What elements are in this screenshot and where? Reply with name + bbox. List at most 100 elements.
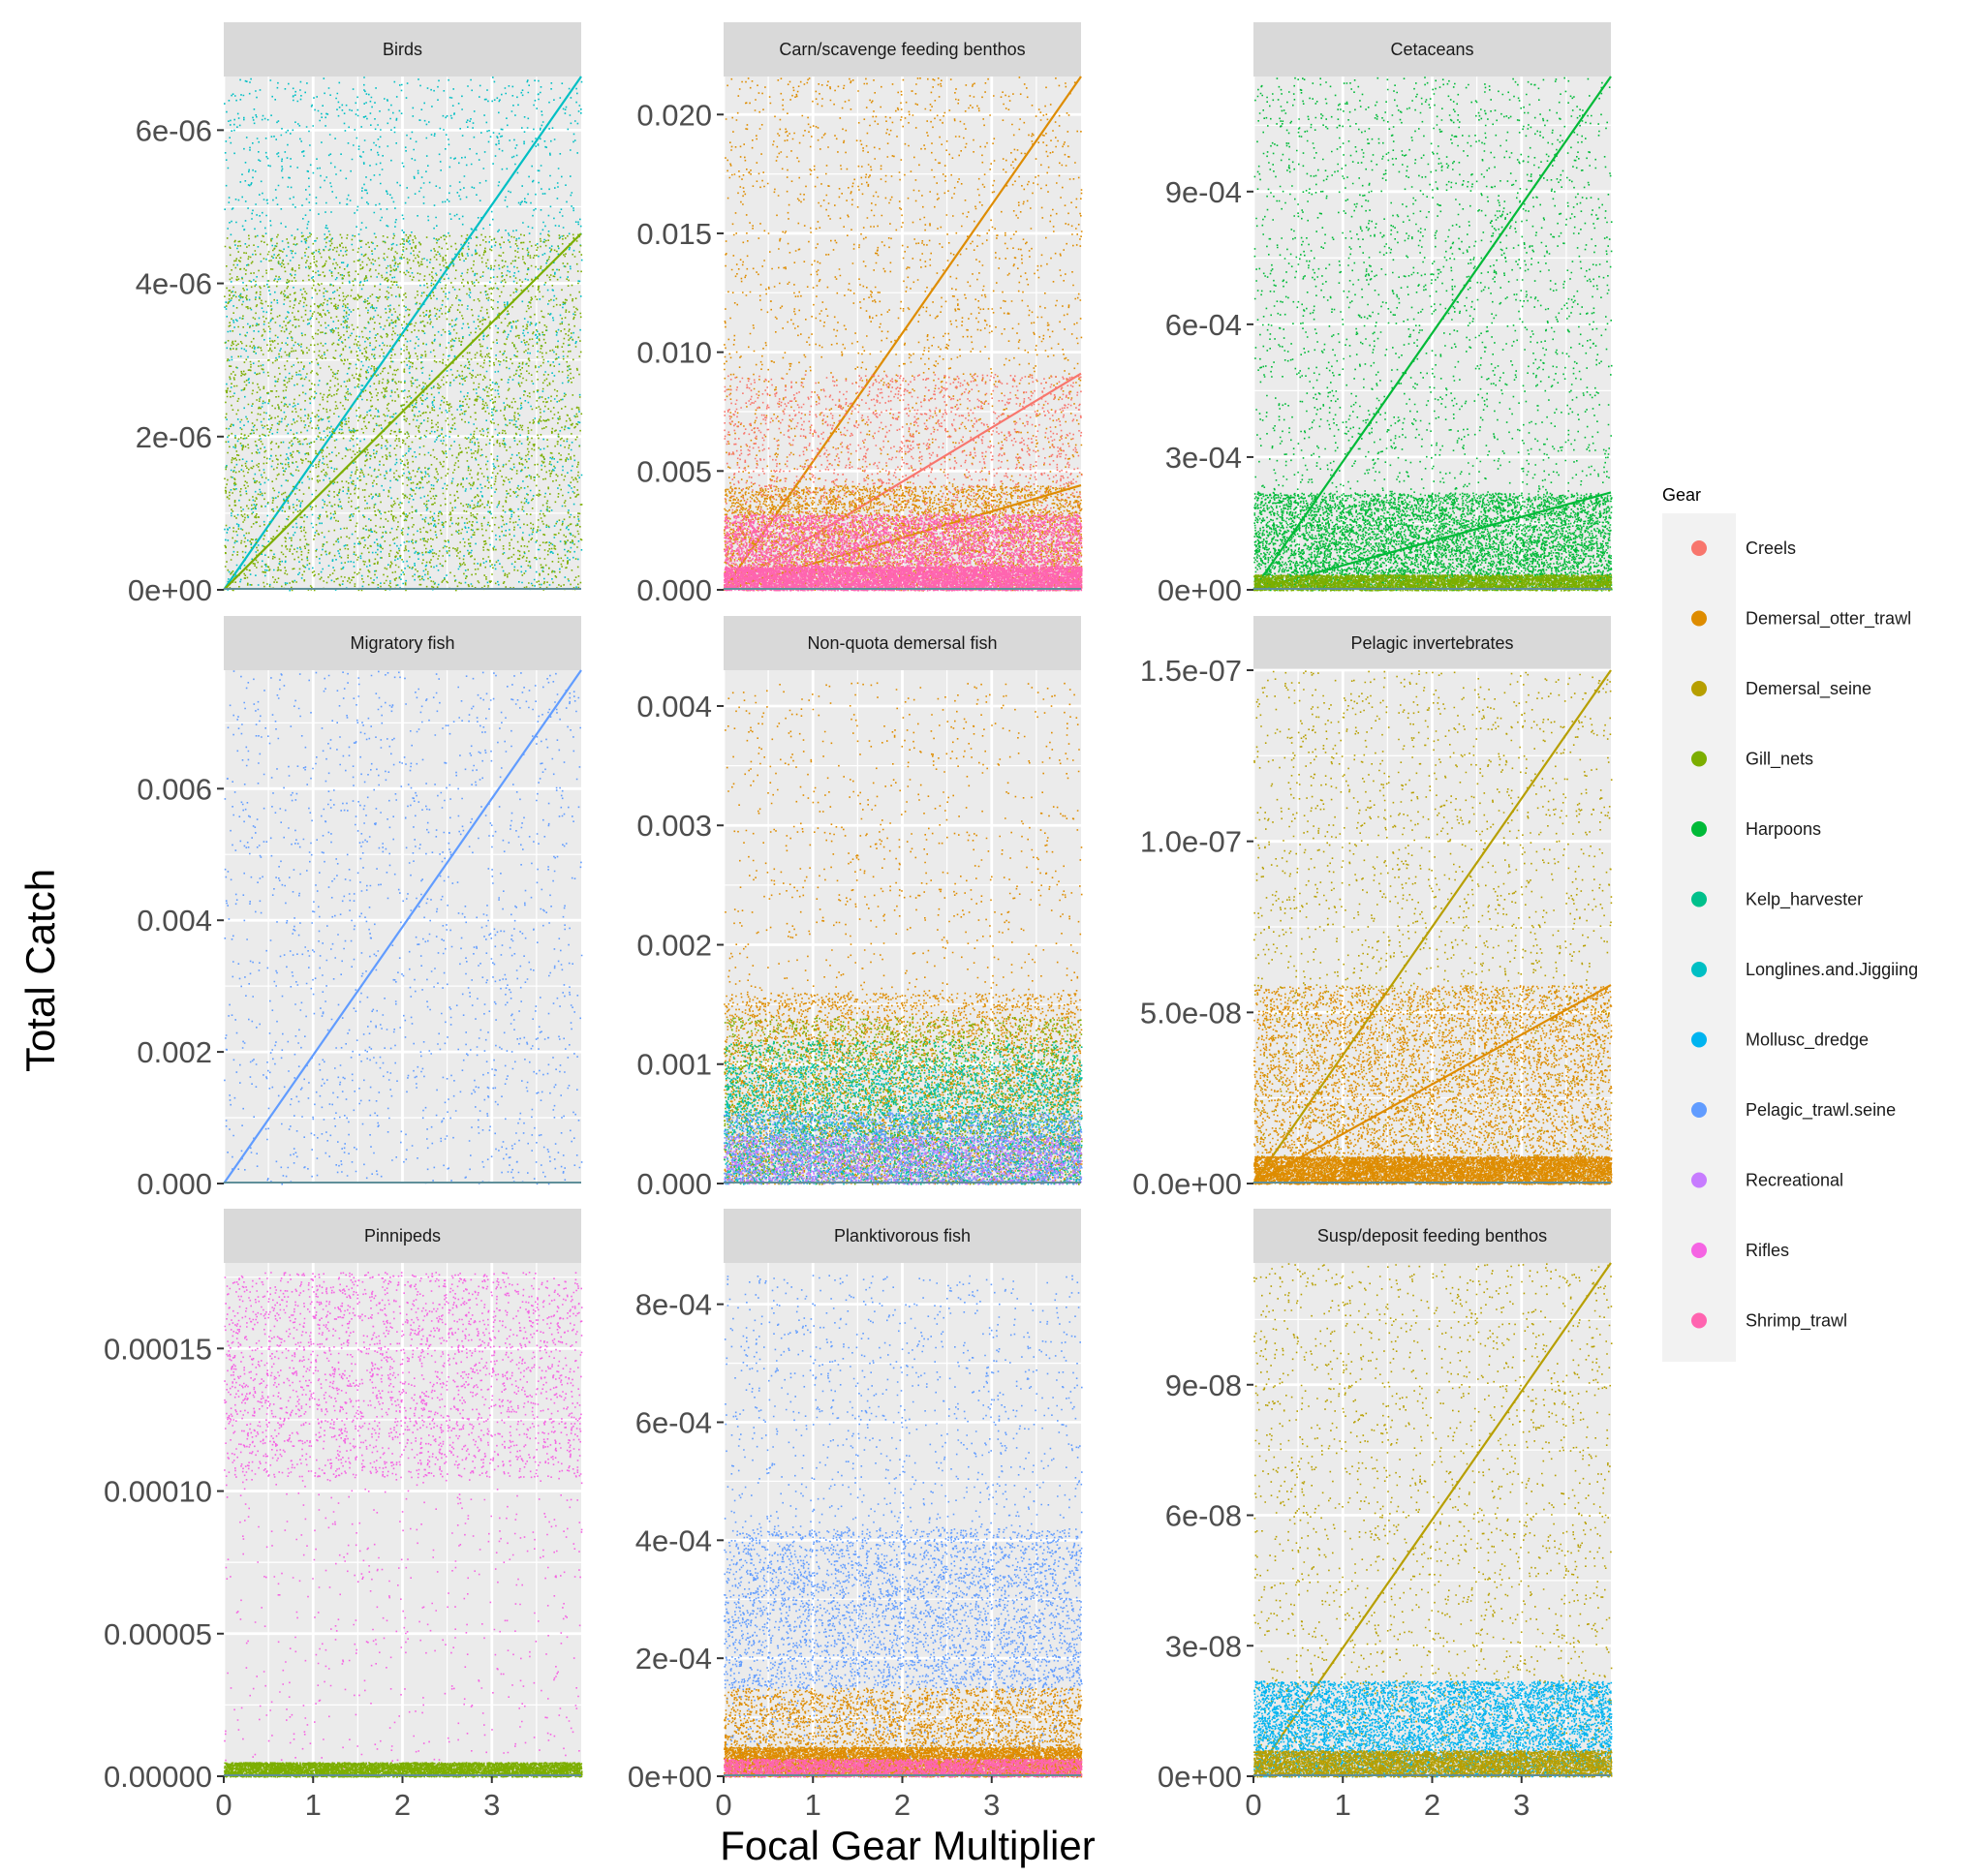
y-tick-label: 5.0e-08: [1140, 996, 1242, 1030]
y-tick-label: 0.010: [636, 336, 712, 370]
y-tick-label: 4e-06: [136, 267, 212, 301]
scatter-cloud-demersal-otter-trawl: [724, 77, 1083, 592]
legend-label: Mollusc_dredge: [1746, 1030, 1869, 1051]
scatter-cloud-demersal-otter-trawl: [724, 1687, 1083, 1778]
y-tick-label: 6e-06: [136, 113, 212, 147]
y-tick-label: 4e-04: [635, 1523, 712, 1557]
legend-key: [1691, 1102, 1707, 1118]
y-tick-label: 9e-04: [1165, 175, 1242, 209]
y-tick-label: 0.003: [636, 809, 712, 843]
trend-line-gill-nets: [223, 232, 582, 591]
y-tick-label: 0.002: [137, 1035, 212, 1069]
y-tick-label: 9e-08: [1165, 1369, 1242, 1402]
facet-strip: [724, 22, 1081, 77]
facet-strip: [1253, 616, 1611, 670]
trend-line-pelagic-trawl-seine: [223, 669, 582, 1184]
scatter-cloud-shrimp-trawl: [724, 1758, 1083, 1778]
y-tick-label: 0.00005: [104, 1617, 212, 1651]
legend-key: [1691, 751, 1707, 767]
scatter-cloud-demersal-seine: [1253, 670, 1613, 1185]
facet-title: Pelagic invertebrates: [1350, 633, 1513, 653]
x-tick-label: 3: [483, 1788, 500, 1822]
y-tick-label: 0e+00: [628, 1760, 712, 1794]
y-tick-label: 0e+00: [1158, 573, 1242, 607]
y-tick-label: 6e-04: [635, 1405, 712, 1439]
y-tick-label: 0.006: [137, 772, 212, 806]
y-tick-label: 0.0e+00: [1132, 1167, 1242, 1201]
scatter-cloud-gill-nets: [224, 1762, 583, 1778]
y-tick-label: 6e-08: [1165, 1499, 1242, 1533]
y-tick-label: 0.004: [137, 904, 212, 938]
facet-panel: Migratory fish 0.000 0.002 0.004 0.006: [137, 616, 583, 1201]
facet-panel: Cetaceans 0e+00 3e-04 6e-04 9e-04: [1158, 22, 1613, 607]
facet-panel: Susp/deposit feeding benthos 0e+00 3e-08 6e…: [1158, 1209, 1613, 1822]
facet-title: Migratory fish: [350, 633, 454, 653]
scatter-cloud-demersal-seine: [1253, 1750, 1613, 1778]
legend-key: [1691, 681, 1707, 696]
x-tick-label: 0: [215, 1788, 232, 1822]
y-tick-label: 0.005: [636, 454, 712, 488]
x-tick-label: 2: [1424, 1788, 1440, 1822]
facet-panels: Birds 0e+00 2e-06 4e-06 6e-06 Carn/scavenge f…: [104, 22, 1613, 1822]
scatter-cloud-mollusc-dredge: [1253, 1680, 1613, 1778]
y-tick-label: 0.015: [636, 217, 712, 251]
legend-key: [1691, 1031, 1707, 1048]
legend-label: Creels: [1746, 538, 1796, 558]
x-tick-label: 0: [1245, 1788, 1261, 1822]
facet-panel: Planktivorous fish 0e+00 2e-04 4e-04 6e-04 8e…: [628, 1209, 1083, 1822]
facet-title: Birds: [383, 40, 422, 59]
trend-line-demersal-seine: [1252, 669, 1612, 1184]
y-axis-title: Total Catch: [17, 869, 63, 1072]
scatter-cloud-gill-nets: [1253, 574, 1613, 592]
y-tick-label: 3e-04: [1165, 441, 1242, 475]
y-tick-label: 0.00000: [104, 1760, 212, 1794]
y-tick-label: 0.020: [636, 98, 712, 132]
legend-label: Kelp_harvester: [1746, 890, 1863, 910]
facet-strip: [224, 22, 581, 77]
y-tick-label: 0.002: [636, 928, 712, 962]
y-tick-label: 8e-04: [635, 1288, 712, 1322]
y-tick-label: 1.5e-07: [1140, 654, 1242, 688]
legend-label: Pelagic_trawl.seine: [1746, 1100, 1896, 1121]
x-tick-label: 1: [1335, 1788, 1351, 1822]
facet-strip: [1253, 22, 1611, 77]
trend-line-demersal-otter-trawl: [1252, 984, 1612, 1184]
facet-strip: [224, 616, 581, 670]
trend-line-longlines-and-jiggiing: [223, 76, 582, 591]
x-axis-title: Focal Gear Multiplier: [720, 1823, 1095, 1868]
legend-label: Shrimp_trawl: [1746, 1311, 1847, 1332]
legend-label: Gill_nets: [1746, 750, 1813, 770]
legend-key: [1691, 962, 1707, 977]
facet-panel: Pinnipeds 0.00000 0.00005 0.00010 0.00015 0 1 2…: [104, 1209, 583, 1822]
facet-title: Carn/scavenge feeding benthos: [779, 40, 1025, 59]
y-tick-label: 0.00015: [104, 1332, 212, 1366]
x-tick-label: 2: [394, 1788, 411, 1822]
x-tick-label: 0: [715, 1788, 731, 1822]
scatter-cloud-longlines-and-jiggiing: [724, 1063, 1083, 1185]
y-tick-label: 0e+00: [128, 573, 212, 607]
facet-panel: Non-quota demersal fish 0.000 0.001 0.002 0.…: [636, 616, 1083, 1201]
trend-line-harpoons: [1252, 491, 1612, 592]
legend-key: [1691, 1172, 1707, 1188]
legend-key: [1691, 1312, 1707, 1329]
legend-key: [1691, 540, 1707, 556]
scatter-cloud-demersal-otter-trawl: [724, 992, 1083, 1185]
facet-strip: [1253, 1209, 1611, 1263]
legend-label: Demersal_seine: [1746, 679, 1871, 699]
y-tick-label: 0.000: [636, 573, 712, 607]
x-tick-label: 1: [805, 1788, 821, 1822]
y-tick-label: 3e-08: [1165, 1629, 1242, 1663]
facet-title: Susp/deposit feeding benthos: [1317, 1226, 1547, 1246]
x-tick-label: 1: [305, 1788, 322, 1822]
facet-title: Non-quota demersal fish: [807, 633, 997, 653]
scatter-cloud-demersal-otter-trawl: [1253, 1155, 1613, 1185]
facet-panel: Birds 0e+00 2e-06 4e-06 6e-06: [128, 22, 583, 607]
y-tick-label: 0.004: [636, 690, 712, 723]
legend-label: Longlines.and.Jiggiing: [1746, 960, 1918, 979]
legend-label: Harpoons: [1746, 819, 1821, 839]
scatter-cloud-shrimp-trawl: [724, 513, 1083, 592]
legend-background: [1662, 513, 1736, 1362]
facet-strip: [224, 1209, 581, 1263]
trend-line-demersal-seine: [1252, 1262, 1612, 1777]
